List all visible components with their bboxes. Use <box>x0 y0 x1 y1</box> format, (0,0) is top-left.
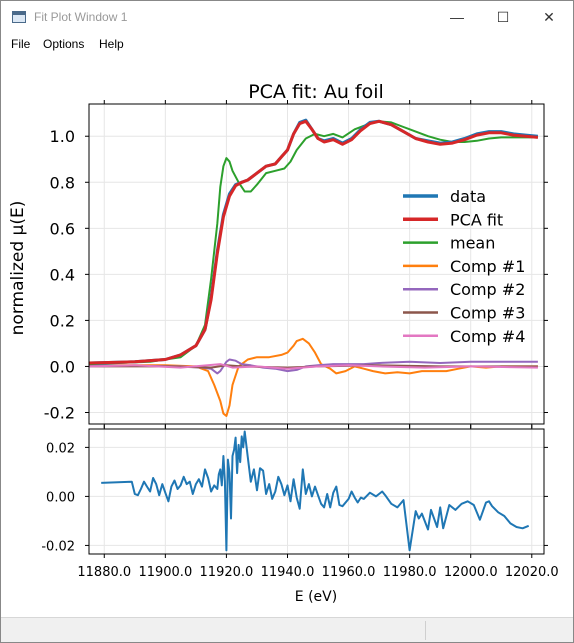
legend-label: data <box>450 187 486 206</box>
menu-options[interactable]: Options <box>43 37 85 51</box>
legend-label: Comp #1 <box>450 257 525 276</box>
legend-label: Comp #2 <box>450 280 525 299</box>
main-plot-ylabel: normalized μ(E) <box>8 201 28 336</box>
residual-plot-ticks: -0.02 0.00 0.02 11880.0 11900.0 11920.0 11940.… <box>41 425 559 580</box>
res-x-tick-label: 11940.0 <box>261 565 315 580</box>
res-x-tick-label: 11900.0 <box>138 565 192 580</box>
main-y-tick-label: 0.8 <box>50 173 75 192</box>
res-y-tick-label: 0.02 <box>46 441 75 456</box>
main-y-tick-label: 0.2 <box>50 311 75 330</box>
residual-plot-frame <box>88 428 545 555</box>
legend-label: mean <box>450 234 495 253</box>
plot-canvas[interactable]: PCA fit: Au foil normalized μ(E) E (eV) … <box>1 55 573 617</box>
legend-label: Comp #4 <box>450 327 525 346</box>
window-title: Fit Plot Window 1 <box>34 10 128 24</box>
res-x-tick-label: 11920.0 <box>200 565 254 580</box>
status-bar <box>1 617 573 642</box>
legend-label: PCA fit <box>450 210 503 229</box>
maximize-button[interactable]: ☐ <box>496 9 510 25</box>
res-x-tick-label: 11880.0 <box>77 565 131 580</box>
menu-bar: File Options Help <box>1 33 573 55</box>
main-plot-legend: data PCA fit mean Comp #1 Comp #2 Comp #3 Comp… <box>403 187 525 346</box>
menu-file[interactable]: File <box>11 37 31 51</box>
main-plot-series <box>88 118 539 417</box>
minimize-button[interactable]: — <box>450 9 464 25</box>
series-line-comp-1 <box>89 337 538 417</box>
close-button[interactable]: ✕ <box>543 9 555 25</box>
status-separator <box>425 621 426 640</box>
res-y-tick-label: 0.00 <box>46 490 75 505</box>
residual-plot-series <box>101 430 530 552</box>
pca-fit-figure: PCA fit: Au foil normalized μ(E) E (eV) … <box>8 81 559 605</box>
main-y-tick-label: 0.4 <box>50 265 75 284</box>
residual-line <box>101 430 530 552</box>
main-plot-frame <box>88 103 545 425</box>
main-y-tick-label: 0.0 <box>50 357 75 376</box>
title-bar[interactable]: Fit Plot Window 1 — ☐ ✕ <box>1 1 573 33</box>
main-y-tick-label: -0.2 <box>44 403 75 422</box>
series-line-comp-2 <box>88 358 538 375</box>
series-line-comp-4 <box>88 363 538 370</box>
res-y-tick-label: -0.02 <box>41 539 75 554</box>
residual-plot-grid <box>89 429 544 554</box>
legend-label: Comp #3 <box>450 304 525 323</box>
main-y-tick-label: 0.6 <box>50 219 75 238</box>
res-x-tick-label: 11980.0 <box>383 565 437 580</box>
app-window-icon <box>12 11 26 23</box>
res-x-tick-label: 12000.0 <box>444 565 498 580</box>
res-x-tick-label: 11960.0 <box>322 565 376 580</box>
main-plot-grid <box>89 104 544 424</box>
residual-plot-xlabel: E (eV) <box>295 589 337 605</box>
series-line-pca-fit <box>88 119 539 365</box>
main-y-tick-label: 1.0 <box>50 127 75 146</box>
main-plot-ticks: -0.2 0.0 0.2 0.4 0.6 0.8 1.0 <box>44 100 548 428</box>
menu-help[interactable]: Help <box>99 37 124 51</box>
res-x-tick-label: 12020.0 <box>505 565 559 580</box>
main-plot-title: PCA fit: Au foil <box>248 81 384 103</box>
